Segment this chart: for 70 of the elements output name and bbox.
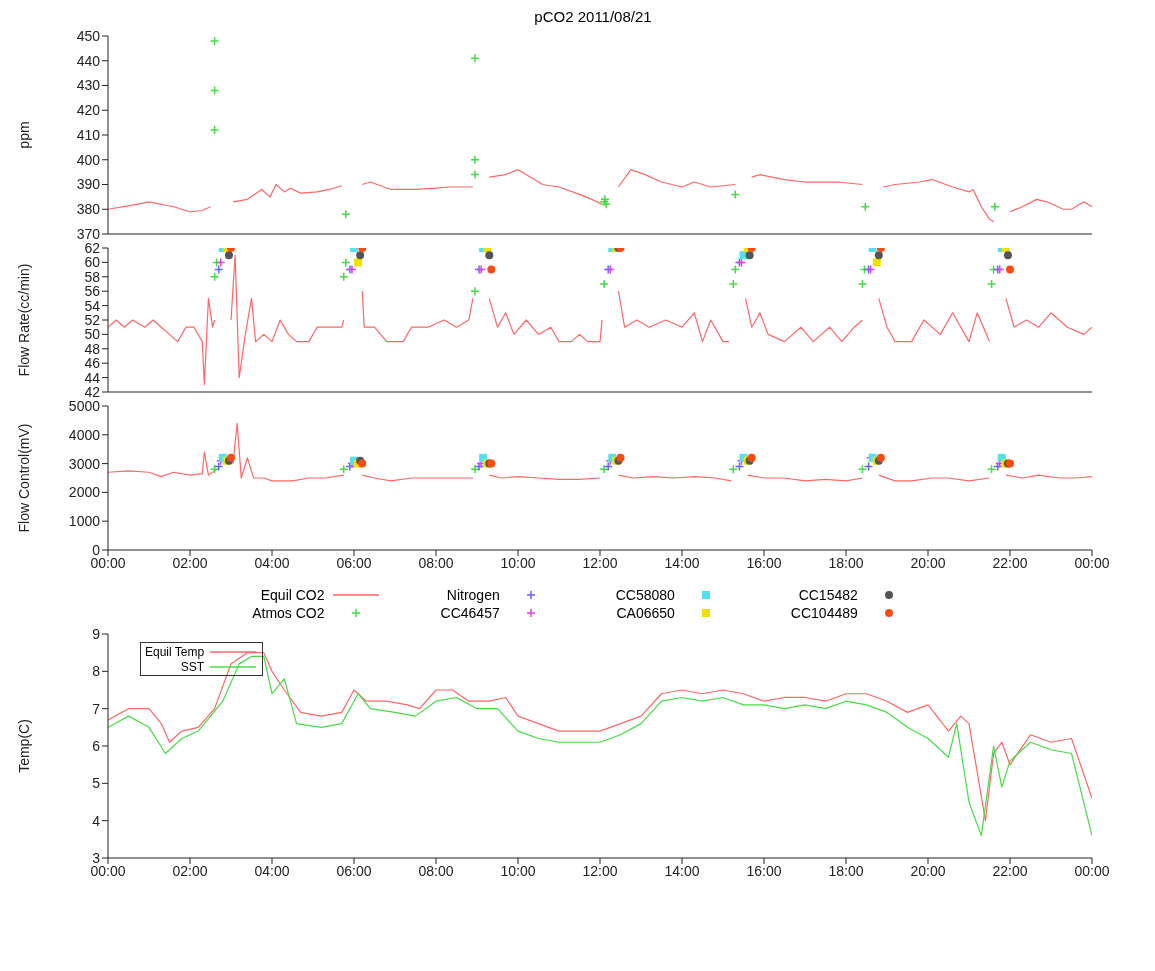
y-tick-label: 370 [76, 225, 101, 242]
y-axis-title: ppm [15, 121, 32, 149]
x-tick-label: 04:00 [254, 862, 290, 879]
x-tick-label: 08:00 [418, 554, 454, 571]
x-tick-label: 14:00 [664, 554, 700, 571]
y-axis-title: Flow Rate(cc/min) [15, 263, 32, 377]
y-tick-label: 380 [76, 201, 101, 218]
y-tick-label: 5000 [68, 397, 101, 414]
y-tick-label: 390 [76, 176, 101, 193]
y-tick-label: 7 [92, 700, 101, 717]
y-tick-label: 3000 [68, 455, 101, 472]
x-tick-label: 02:00 [172, 554, 208, 571]
x-tick-label: 00:00 [1074, 554, 1110, 571]
legend-label: Nitrogen [446, 587, 500, 603]
x-tick-label: 12:00 [582, 862, 618, 879]
y-tick-label: 6 [92, 737, 101, 754]
legend-label: CC15482 [798, 587, 858, 603]
y-tick-label: 60 [84, 254, 101, 271]
y-tick-label: 52 [84, 311, 101, 328]
legend-label: CC46457 [440, 605, 500, 621]
legend-label: Equil CO2 [260, 587, 325, 603]
y-tick-label: 4 [92, 812, 101, 829]
x-tick-label: 16:00 [746, 554, 782, 571]
y-tick-label: 420 [76, 102, 101, 119]
y-tick-label: 56 [84, 283, 101, 300]
legend-label: SST [180, 659, 205, 674]
y-tick-label: 430 [76, 77, 101, 94]
y-tick-label: 440 [76, 52, 101, 69]
y-tick-label: 62 [84, 239, 101, 256]
y-tick-label: 5 [92, 775, 101, 792]
chart-title: pCO2 2011/08/21 [533, 8, 653, 27]
x-tick-label: 14:00 [664, 862, 700, 879]
y-tick-label: 8 [92, 663, 101, 680]
x-tick-label: 04:00 [254, 554, 290, 571]
legend-label: CC58080 [615, 587, 675, 603]
x-tick-label: 18:00 [828, 862, 864, 879]
y-tick-label: 58 [84, 268, 101, 285]
legend-label: CA06650 [616, 605, 675, 621]
x-tick-label: 20:00 [910, 554, 946, 571]
y-tick-label: 400 [76, 151, 101, 168]
legend-label: CC104489 [790, 605, 858, 621]
x-tick-label: 22:00 [992, 554, 1028, 571]
y-tick-label: 44 [84, 369, 101, 386]
x-tick-label: 10:00 [500, 862, 536, 879]
x-tick-label: 22:00 [992, 862, 1028, 879]
x-tick-label: 06:00 [336, 862, 372, 879]
y-tick-label: 50 [84, 326, 101, 343]
x-tick-label: 16:00 [746, 862, 782, 879]
y-tick-label: 1000 [68, 513, 101, 530]
y-tick-label: 9 [92, 625, 101, 642]
x-tick-label: 08:00 [418, 862, 454, 879]
x-tick-label: 12:00 [582, 554, 618, 571]
y-axis-title: Flow Control(mV) [15, 423, 32, 533]
x-tick-label: 20:00 [910, 862, 946, 879]
x-tick-label: 00:00 [1074, 862, 1110, 879]
y-tick-label: 48 [84, 340, 101, 357]
y-tick-label: 42 [84, 383, 101, 400]
x-tick-label: 18:00 [828, 554, 864, 571]
y-tick-label: 54 [84, 297, 101, 314]
legend-label: Atmos CO2 [252, 605, 325, 621]
x-tick-label: 02:00 [172, 862, 208, 879]
y-tick-label: 46 [84, 355, 101, 372]
x-tick-label: 06:00 [336, 554, 372, 571]
y-tick-label: 4000 [68, 426, 101, 443]
y-axis-title: Temp(C) [15, 719, 32, 773]
y-tick-label: 2000 [68, 484, 101, 501]
y-tick-label: 410 [76, 126, 101, 143]
x-tick-label: 10:00 [500, 554, 536, 571]
y-tick-label: 450 [76, 27, 101, 44]
legend-label: Equil Temp [145, 644, 205, 659]
